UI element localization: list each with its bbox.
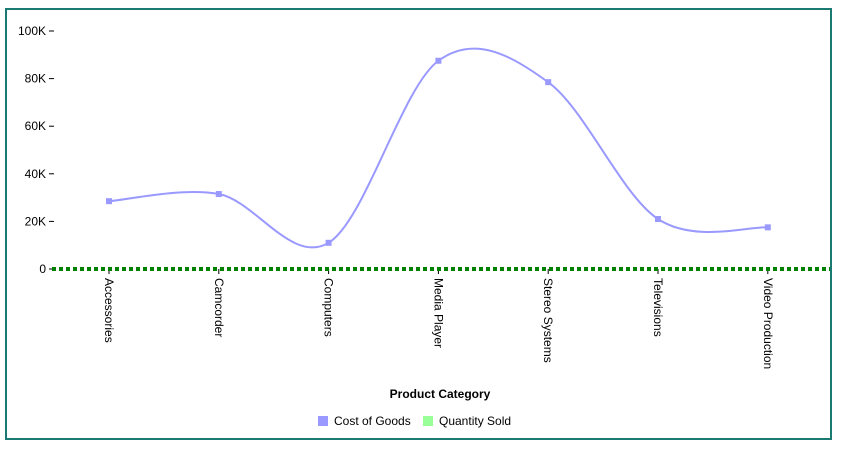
y-tick-label: 20K xyxy=(25,214,46,228)
x-axis-labels: Accessories Camcorder Computers Media Playe… xyxy=(102,269,775,369)
y-tick-label: 0 xyxy=(39,262,46,276)
legend: Cost of Goods Quantity Sold xyxy=(318,414,511,428)
chart-frame xyxy=(5,8,832,440)
y-tick-label: 80K xyxy=(25,72,46,86)
y-tick-label: 40K xyxy=(25,167,46,181)
y-tick-label: 100K xyxy=(18,24,46,38)
y-tick-label: 60K xyxy=(25,119,46,133)
x-tick-label: Accessories xyxy=(102,278,116,343)
x-tick-label: Media Player xyxy=(431,278,445,348)
series-line-cost-of-goods xyxy=(108,47,768,249)
y-axis: 0 20K 40K 60K 80K 100K xyxy=(18,24,54,276)
data-point-cost-of-goods xyxy=(435,57,442,64)
x-tick-label: Televisions xyxy=(651,278,665,337)
data-point-cost-of-goods xyxy=(764,224,771,231)
legend-label: Cost of Goods xyxy=(334,414,411,428)
x-axis-title: Product Category xyxy=(390,387,491,401)
data-point-cost-of-goods xyxy=(545,79,552,86)
series-layer xyxy=(52,47,830,271)
x-tick-label: Camcorder xyxy=(212,278,226,337)
x-tick-label: Video Production xyxy=(761,278,775,369)
legend-label: Quantity Sold xyxy=(439,414,511,428)
data-point-cost-of-goods xyxy=(106,198,112,205)
data-point-cost-of-goods xyxy=(215,191,222,198)
legend-swatch xyxy=(318,416,328,426)
x-tick-label: Stereo Systems xyxy=(541,278,555,363)
x-tick-label: Computers xyxy=(322,278,336,337)
legend-swatch xyxy=(423,416,433,426)
data-point-cost-of-goods xyxy=(655,216,661,223)
data-point-cost-of-goods xyxy=(325,239,332,246)
